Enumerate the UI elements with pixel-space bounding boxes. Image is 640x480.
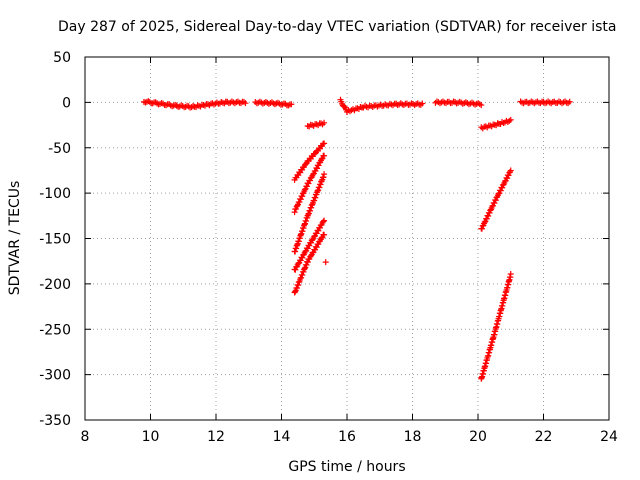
data-point	[301, 186, 308, 193]
x-tick-label: 20	[469, 429, 487, 445]
x-tick-label: 16	[338, 429, 356, 445]
x-tick-label: 14	[273, 429, 291, 445]
y-tick-label: -200	[39, 277, 71, 293]
data-point	[196, 102, 203, 109]
data-point	[321, 119, 328, 126]
data-point	[321, 140, 328, 147]
data-points	[140, 96, 573, 382]
x-axis-label: GPS time / hours	[288, 459, 405, 475]
data-point	[307, 252, 314, 259]
data-point	[304, 259, 311, 266]
data-point	[310, 171, 317, 178]
x-tick-label: 10	[142, 429, 160, 445]
x-tick-label: 8	[81, 429, 90, 445]
y-tick-label: -350	[39, 413, 71, 429]
data-point	[485, 212, 492, 219]
data-point	[309, 122, 316, 129]
x-tick-label: 22	[535, 429, 553, 445]
y-tick-label: -300	[39, 368, 71, 384]
x-tick-label: 18	[404, 429, 422, 445]
data-point	[299, 193, 306, 200]
data-point	[297, 196, 304, 203]
data-point	[566, 98, 573, 105]
data-point	[291, 209, 298, 216]
data-point	[499, 184, 506, 191]
y-tick-label: -150	[39, 232, 71, 248]
data-point	[296, 198, 303, 205]
data-point	[507, 167, 514, 174]
data-point	[419, 100, 426, 107]
data-point	[294, 202, 301, 209]
data-point	[483, 215, 490, 222]
data-point	[505, 172, 512, 179]
data-point	[321, 217, 328, 224]
data-point	[318, 234, 325, 241]
axis-ticks	[84, 56, 610, 421]
data-point	[322, 259, 329, 266]
data-point	[478, 225, 485, 232]
data-point	[321, 171, 328, 178]
data-point	[292, 266, 299, 273]
data-point	[481, 219, 488, 226]
chart-title: Day 287 of 2025, Sidereal Day-to-day VTE…	[58, 19, 616, 35]
y-axis-label: SDTVAR / TECUs	[7, 181, 23, 296]
data-point	[507, 270, 514, 277]
y-tick-label: -50	[48, 141, 71, 157]
data-point	[478, 102, 485, 109]
data-point	[321, 231, 328, 238]
data-point	[318, 156, 325, 163]
data-point	[142, 99, 149, 106]
y-tick-label: 50	[53, 50, 71, 66]
data-point	[492, 197, 499, 204]
data-point	[507, 116, 514, 123]
y-tick-label: -250	[39, 322, 71, 338]
x-tick-label: 24	[600, 429, 618, 445]
data-point	[242, 100, 249, 107]
data-point	[315, 162, 322, 169]
data-point	[321, 152, 328, 159]
data-point	[316, 224, 323, 231]
x-tick-label: 12	[207, 429, 225, 445]
y-tick-label: 0	[62, 95, 71, 111]
data-point	[320, 218, 327, 225]
y-tick-label: -100	[39, 186, 71, 202]
tick-labels: 8 10 12 14 16 18 20 22 24 50 0 -50 -100 -150 -200 -250 -…	[39, 50, 618, 445]
data-point	[288, 101, 295, 108]
data-point	[299, 254, 306, 261]
